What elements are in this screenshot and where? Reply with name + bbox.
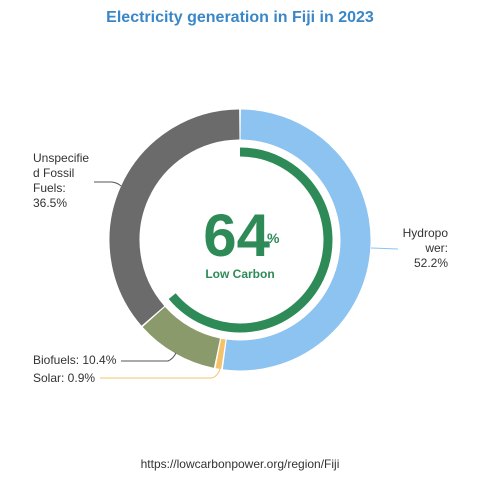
slice-hydropower — [222, 109, 371, 371]
slice-label-unspecified-fossil: Unspecifie d Fossil Fuels: 36.5% — [33, 151, 90, 210]
leader-hydropower — [370, 247, 399, 250]
slice-unspecified-fossil — [109, 109, 240, 326]
low-carbon-percent-value: 64 — [203, 202, 270, 269]
low-carbon-progress-ring — [168, 147, 333, 333]
slice-solar — [215, 338, 226, 370]
slice-biofuels — [142, 307, 220, 368]
leader-unspecified-fossil — [94, 181, 122, 187]
slice-label-hydropower: Hydropo wer: 52.2% — [402, 226, 448, 270]
low-carbon-percent-unit: % — [267, 230, 280, 246]
chart-title: Electricity generation in Fiji in 2023 — [106, 9, 374, 26]
low-carbon-label: Low Carbon — [205, 267, 275, 281]
slice-label-solar: Solar: 0.9% — [33, 371, 96, 385]
slice-label-biofuels: Biofuels: 10.4% — [33, 353, 117, 367]
leader-solar — [100, 368, 221, 379]
source-url: https://lowcarbonpower.org/region/Fiji — [140, 457, 340, 471]
leader-biofuels — [121, 352, 177, 362]
